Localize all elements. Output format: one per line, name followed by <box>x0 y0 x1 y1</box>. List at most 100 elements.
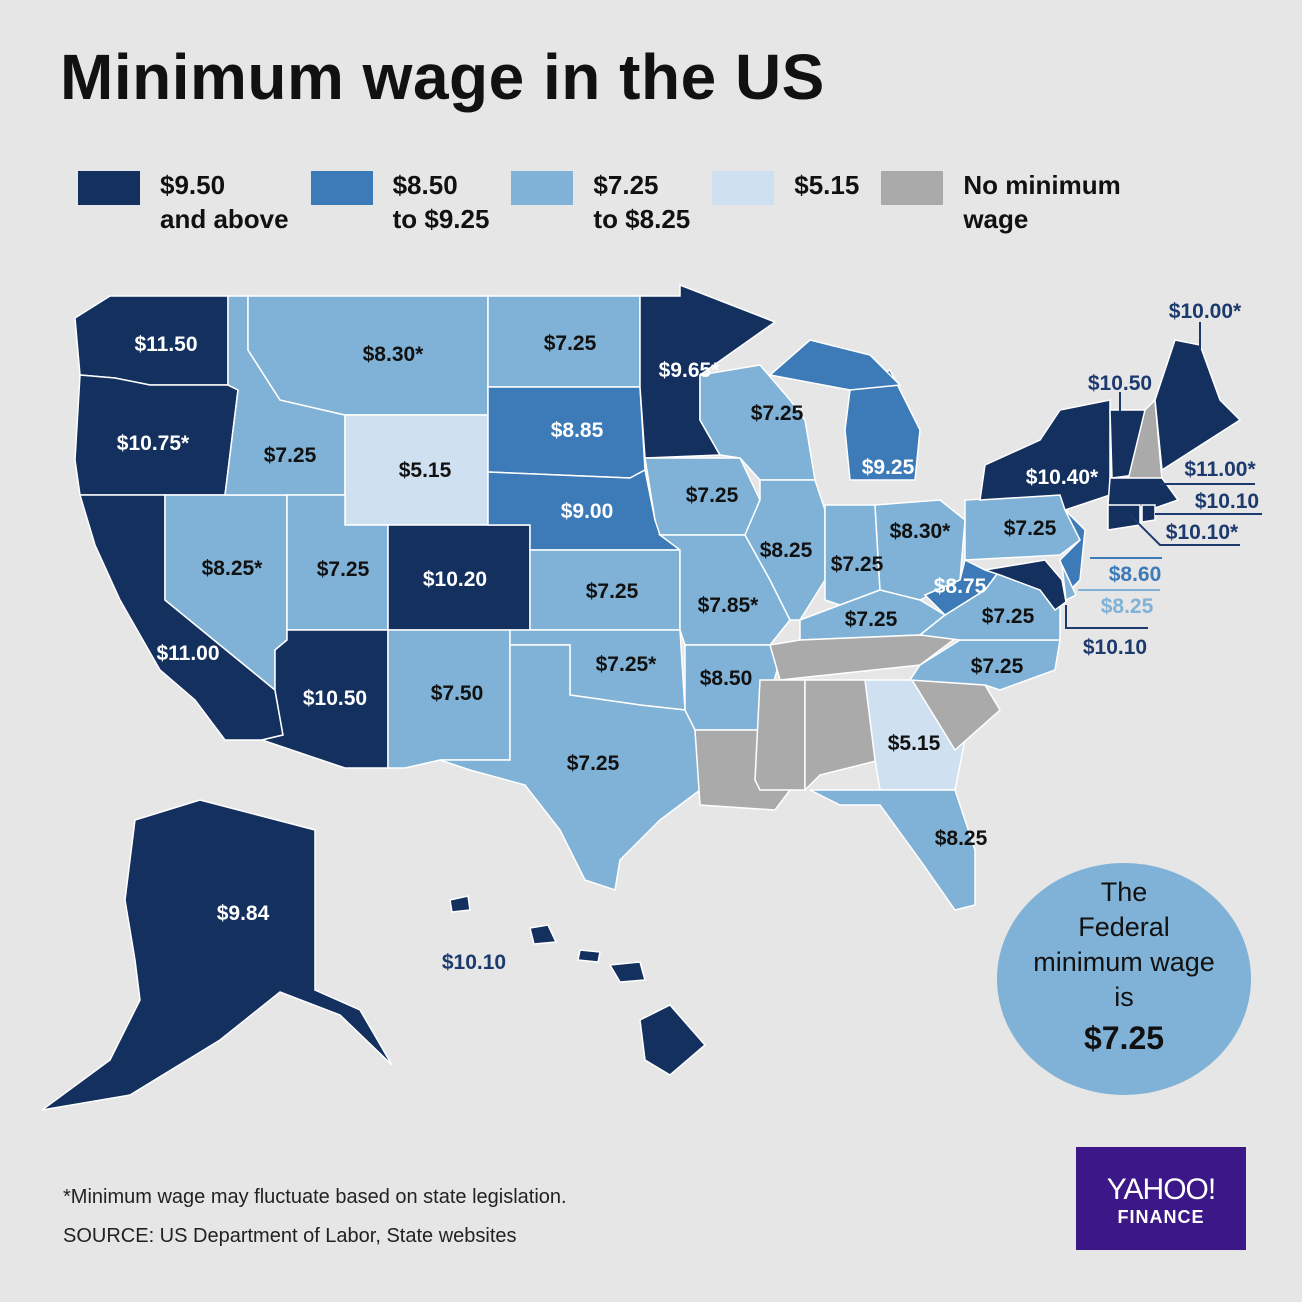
state-me <box>1154 339 1242 472</box>
federal-text: The <box>1100 877 1148 907</box>
legend-swatch <box>310 171 373 205</box>
wage-label-mt: $8.30* <box>363 343 425 366</box>
wage-label-wa: $11.50 <box>134 333 197 356</box>
legend-swatch <box>511 171 574 205</box>
state-ny <box>979 399 1111 511</box>
federal-wage-value: $7.25 <box>1083 1020 1165 1056</box>
wage-label-ri: $10.10 <box>1195 490 1259 513</box>
state-shape <box>809 789 976 911</box>
legend-label: $9.50 <box>160 170 226 200</box>
federal-text: minimum wage <box>1033 947 1215 977</box>
state-ct <box>1107 504 1141 531</box>
legend: $9.50 and above $8.50 to $9.25 $7.25 to $8.… <box>78 168 1143 236</box>
state-shape <box>449 895 471 913</box>
state-shape <box>41 799 393 1111</box>
state-shape <box>439 644 701 891</box>
state-shape <box>984 559 1067 612</box>
wage-label-wi: $7.25 <box>751 402 804 425</box>
state-shape <box>754 679 806 791</box>
state-shape <box>608 961 646 983</box>
wage-label-ok: $7.25* <box>596 653 658 676</box>
legend-label: to $9.25 <box>392 204 490 234</box>
wage-label-ct: $10.10* <box>1166 521 1239 544</box>
wage-label-or: $10.75* <box>117 432 190 455</box>
state-shape <box>639 1004 707 1076</box>
legend-label: to $8.25 <box>593 204 691 234</box>
state-shape <box>1154 339 1242 472</box>
state-md <box>984 559 1067 612</box>
state-shape <box>979 399 1111 511</box>
wage-label-sd: $8.85 <box>551 419 604 442</box>
wage-label-ak: $9.84 <box>217 902 270 925</box>
wage-label-in: $7.25 <box>831 553 884 576</box>
state-shape <box>1107 504 1141 531</box>
state-de <box>1061 564 1077 602</box>
state-shape <box>577 949 601 963</box>
wage-label-nm: $7.50 <box>431 682 484 705</box>
wage-label-wy: $5.15 <box>399 459 452 482</box>
state-shape <box>1141 504 1156 523</box>
state-fl <box>809 789 976 911</box>
state-shape <box>1107 477 1180 509</box>
wage-label-nj: $8.60 <box>1109 563 1162 586</box>
legend-item-none: No minimum wage <box>881 168 1121 236</box>
legend-item-min: $5.15 <box>712 168 859 236</box>
wage-label-mo: $7.85* <box>698 594 760 617</box>
state-hi <box>449 895 707 1076</box>
state-ak <box>41 799 393 1111</box>
wage-label-nd: $7.25 <box>544 332 597 355</box>
wage-label-de: $8.25 <box>1101 595 1154 618</box>
wage-label-ia: $7.25 <box>686 484 739 507</box>
state-tx <box>439 644 701 891</box>
federal-wage-circle: The Federal minimum wage is $7.25 <box>997 863 1251 1095</box>
wage-label-va: $7.25 <box>982 605 1035 628</box>
leader-line <box>1065 605 1148 629</box>
state-al <box>804 679 881 792</box>
state-shape <box>804 679 881 792</box>
legend-item-low: $7.25 to $8.25 <box>511 168 690 236</box>
wage-label-ma: $11.00* <box>1184 458 1256 481</box>
wage-label-id: $7.25 <box>264 444 317 467</box>
source: SOURCE: US Department of Labor, State we… <box>63 1225 517 1247</box>
wage-label-az: $10.50 <box>303 687 367 710</box>
wage-label-ga: $5.15 <box>888 732 941 755</box>
state-il <box>744 479 826 621</box>
wage-label-tx: $7.25 <box>567 752 620 775</box>
yahoo-finance-logo: YAHOO! FINANCE <box>1076 1147 1246 1250</box>
state-ms <box>754 679 806 791</box>
legend-label: No minimum <box>963 170 1121 200</box>
legend-label: $7.25 <box>593 170 659 200</box>
wage-label-hi: $10.10 <box>442 951 506 974</box>
leader-line <box>1129 514 1240 546</box>
federal-text: Federal <box>1078 912 1170 942</box>
legend-label: wage <box>963 204 1029 234</box>
state-shape <box>844 368 921 481</box>
wage-label-nv: $8.25* <box>202 557 264 580</box>
wage-label-ca: $11.00 <box>156 642 219 665</box>
legend-swatch <box>78 171 140 205</box>
wage-label-me: $10.00* <box>1169 300 1242 323</box>
wage-label-il: $8.25 <box>760 539 813 562</box>
state-shape <box>529 924 558 945</box>
wage-label-ut: $7.25 <box>317 558 370 581</box>
state-mi <box>768 339 921 481</box>
wage-label-ne: $9.00 <box>561 500 614 523</box>
legend-swatch <box>881 171 944 205</box>
logo-text: FINANCE <box>1117 1207 1205 1227</box>
wage-label-ny: $10.40* <box>1026 466 1099 489</box>
wage-label-wv: $8.75 <box>934 575 987 598</box>
wage-label-ar: $8.50 <box>700 667 753 690</box>
wage-label-mi: $9.25 <box>862 456 915 479</box>
wage-label-pa: $7.25 <box>1004 517 1057 540</box>
wage-label-vt: $10.50 <box>1088 372 1152 395</box>
legend-swatch <box>712 171 775 205</box>
wage-label-ky: $7.25 <box>845 608 898 631</box>
wage-label-ks: $7.25 <box>586 580 639 603</box>
legend-item-mid: $8.50 to $9.25 <box>310 168 490 236</box>
logo-text: YAHOO! <box>1106 1173 1216 1206</box>
page-title: Minimum wage in the US <box>60 41 825 113</box>
legend-label: and above <box>160 204 289 234</box>
legend-item-high: $9.50 and above <box>78 168 289 236</box>
state-ri <box>1141 504 1156 523</box>
